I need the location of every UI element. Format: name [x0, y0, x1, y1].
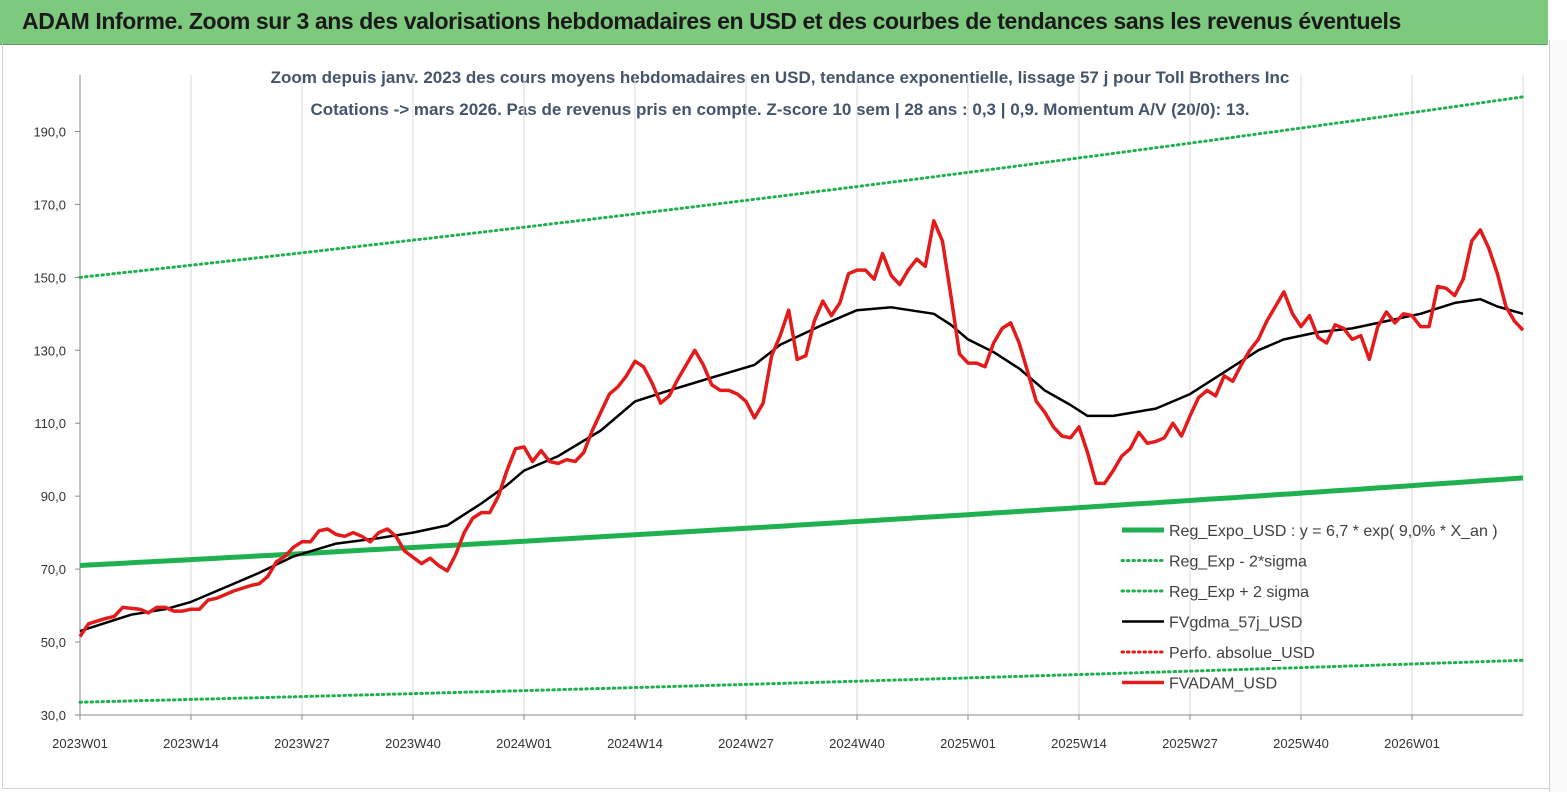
- legend: Reg_Expo_USD : y = 6,7 * exp( 9,0% * X_a…: [1120, 523, 1498, 693]
- series-line-2: [78, 95, 1525, 279]
- plot-area: [78, 95, 1525, 704]
- x-tick-label: 2023W27: [274, 736, 330, 751]
- legend-label-4: Perfo. absolue_USD: [1169, 645, 1315, 662]
- legend-label-2: Reg_Exp + 2 sigma: [1169, 584, 1309, 601]
- series-line-5: [78, 219, 1525, 638]
- y-tick-label: 30,0: [41, 708, 66, 723]
- report-title: ADAM Informe. Zoom sur 3 ans des valoris…: [22, 8, 1401, 34]
- grid: [79, 75, 1524, 715]
- legend-label-0: Reg_Expo_USD : y = 6,7 * exp( 9,0% * X_a…: [1169, 523, 1498, 540]
- x-tick-label: 2025W27: [1162, 736, 1218, 751]
- x-tick-label: 2024W27: [718, 736, 774, 751]
- y-tick-label: 130,0: [33, 343, 66, 358]
- series-line-0: [79, 475, 1524, 568]
- x-tick-label: 2024W40: [829, 736, 885, 751]
- x-tick-label: 2026W01: [1384, 736, 1440, 751]
- legend-label-5: FVADAM_USD: [1169, 676, 1277, 693]
- x-tick-label: 2023W40: [385, 736, 441, 751]
- series-line-3: [79, 297, 1524, 633]
- legend-label-1: Reg_Exp - 2*sigma: [1169, 554, 1307, 571]
- chart-subtitle-line2: Cotations -> mars 2026. Pas de revenus p…: [310, 100, 1249, 119]
- side-scroll-strip: [1549, 40, 1567, 792]
- legend-label-3: FVgdma_57j_USD: [1169, 615, 1302, 632]
- chart-subtitle-line1: Zoom depuis janv. 2023 des cours moyens …: [271, 68, 1290, 87]
- y-tick-label: 150,0: [33, 270, 66, 285]
- y-tick-label: 190,0: [33, 124, 66, 139]
- x-tick-label: 2024W14: [607, 736, 663, 751]
- title-banner: ADAM Informe. Zoom sur 3 ans des valoris…: [0, 0, 1548, 45]
- x-tick-label: 2025W01: [940, 736, 996, 751]
- x-tick-label: 2023W14: [163, 736, 219, 751]
- x-tick-label: 2025W14: [1051, 736, 1107, 751]
- x-tick-label: 2024W01: [496, 736, 552, 751]
- y-tick-label: 110,0: [34, 416, 66, 431]
- y-tick-label: 70,0: [41, 562, 66, 577]
- axes: 2023W01 2023W14 2023W27 2023W40 2024W01 2024W…: [33, 75, 1523, 751]
- y-tick-label: 90,0: [41, 489, 66, 504]
- series-line-1: [78, 658, 1525, 704]
- y-tick-label: 170,0: [33, 197, 66, 212]
- x-tick-label: 2025W40: [1273, 736, 1329, 751]
- x-tick-label: 2023W01: [52, 736, 108, 751]
- y-tick-label: 50,0: [41, 635, 66, 650]
